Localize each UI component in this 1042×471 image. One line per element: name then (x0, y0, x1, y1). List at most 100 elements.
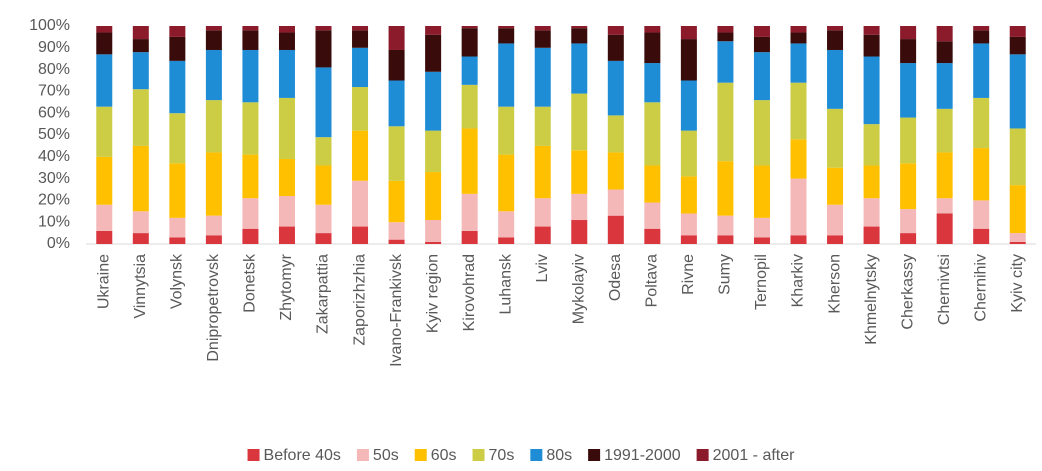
bar-segment (498, 237, 515, 244)
legend-swatch (414, 449, 427, 461)
bar-segment (571, 26, 588, 29)
bar-segment (790, 32, 807, 44)
bar-segment (352, 30, 369, 48)
legend-label: Before 40s (264, 447, 341, 464)
bar-segment (607, 26, 624, 35)
bar-segment (1009, 128, 1026, 186)
bar-segment (169, 237, 186, 244)
bar-segment (315, 30, 332, 68)
bar-segment (169, 36, 186, 61)
bar-segment (242, 49, 259, 103)
bar-segment (132, 211, 149, 234)
bar-segment (571, 93, 588, 151)
bar-segment (900, 117, 917, 164)
bar-segment (1009, 185, 1026, 234)
bar-segment (936, 198, 953, 214)
bar-segment (205, 49, 222, 101)
bar-segment (205, 30, 222, 50)
bar-segment (790, 178, 807, 236)
bar-segment (461, 128, 478, 194)
bar-segment (534, 145, 551, 199)
bar-segment (242, 26, 259, 31)
bar-segment (900, 26, 917, 40)
bar-segment (132, 89, 149, 146)
bar-segment (936, 26, 953, 42)
bar-segment (498, 106, 515, 155)
bar-segment (96, 204, 113, 231)
bar-segment (534, 198, 551, 227)
y-tick-label: 30% (38, 170, 70, 187)
y-tick-label: 40% (38, 148, 70, 165)
bar-segment (863, 26, 880, 35)
bar-segment (388, 80, 405, 127)
bar-segment (571, 150, 588, 194)
bar-segment (388, 180, 405, 223)
bar-segment (96, 32, 113, 55)
x-tick-label: Kharkiv (790, 254, 807, 307)
x-tick-label: Zaporizhzhia (351, 254, 368, 346)
bar-segment (644, 202, 661, 229)
x-tick-label: Zakarpattia (315, 254, 332, 334)
bar-segment (680, 26, 697, 40)
x-tick-label: Zhytomyr (278, 253, 295, 320)
bar-segment (680, 39, 697, 81)
bar-segment (936, 41, 953, 64)
x-tick-label: Lviv (534, 254, 551, 282)
bar-segment (607, 189, 624, 216)
x-tick-label: Vinnytsia (132, 254, 149, 319)
bar-segment (900, 163, 917, 210)
legend-label: 2001 - after (713, 447, 796, 464)
y-tick-label: 50% (38, 126, 70, 143)
bar-segment (169, 163, 186, 218)
bar-segment (278, 158, 295, 197)
bar-segment (644, 228, 661, 244)
bar-segment (388, 126, 405, 181)
bar-segment (900, 209, 917, 234)
legend-swatch (696, 449, 709, 461)
bar-segment (644, 32, 661, 64)
bar-segment (461, 84, 478, 129)
bar-segment (96, 230, 113, 244)
bar-segment (973, 30, 990, 44)
bar-segment (352, 130, 369, 181)
bar-segment (498, 43, 515, 107)
bar-segment (827, 204, 844, 236)
bar-segment (278, 26, 295, 33)
bar-segment (973, 43, 990, 98)
bar-segment (425, 34, 442, 72)
legend-label: 1991-2000 (604, 447, 681, 464)
bar-segment (680, 80, 697, 131)
bar-segment (827, 108, 844, 168)
bar-segment (352, 226, 369, 244)
bar-segment (315, 204, 332, 234)
bar-segment (352, 26, 369, 31)
bar-segment (827, 49, 844, 109)
x-tick-label: Ternopil (753, 254, 770, 310)
bar-segment (425, 241, 442, 244)
x-tick-label: Kherson (826, 254, 843, 314)
bar-segment (753, 36, 770, 53)
y-tick-label: 60% (38, 104, 70, 121)
bar-segment (278, 226, 295, 244)
bar-segment (1009, 26, 1026, 37)
bar-segment (827, 26, 844, 31)
y-tick-label: 90% (38, 39, 70, 56)
bar-segment (388, 49, 405, 81)
bar-segment (205, 26, 222, 31)
bar-segment (571, 28, 588, 44)
bar-segment (534, 47, 551, 107)
x-tick-label: Khmelnytsky (863, 254, 880, 345)
bar-segment (644, 165, 661, 203)
bar-segment (973, 148, 990, 201)
bar-segment (1009, 54, 1026, 129)
bar-segment (936, 152, 953, 199)
bar-segment (644, 26, 661, 33)
x-tick-label: Sumy (717, 254, 734, 295)
y-tick-label: 80% (38, 61, 70, 78)
bar-segment (205, 235, 222, 244)
bar-segment (863, 56, 880, 125)
bar-segment (571, 193, 588, 221)
bar-segment (790, 82, 807, 140)
bar-segment (900, 233, 917, 244)
x-tick-label: Mykolayiv (570, 254, 587, 324)
